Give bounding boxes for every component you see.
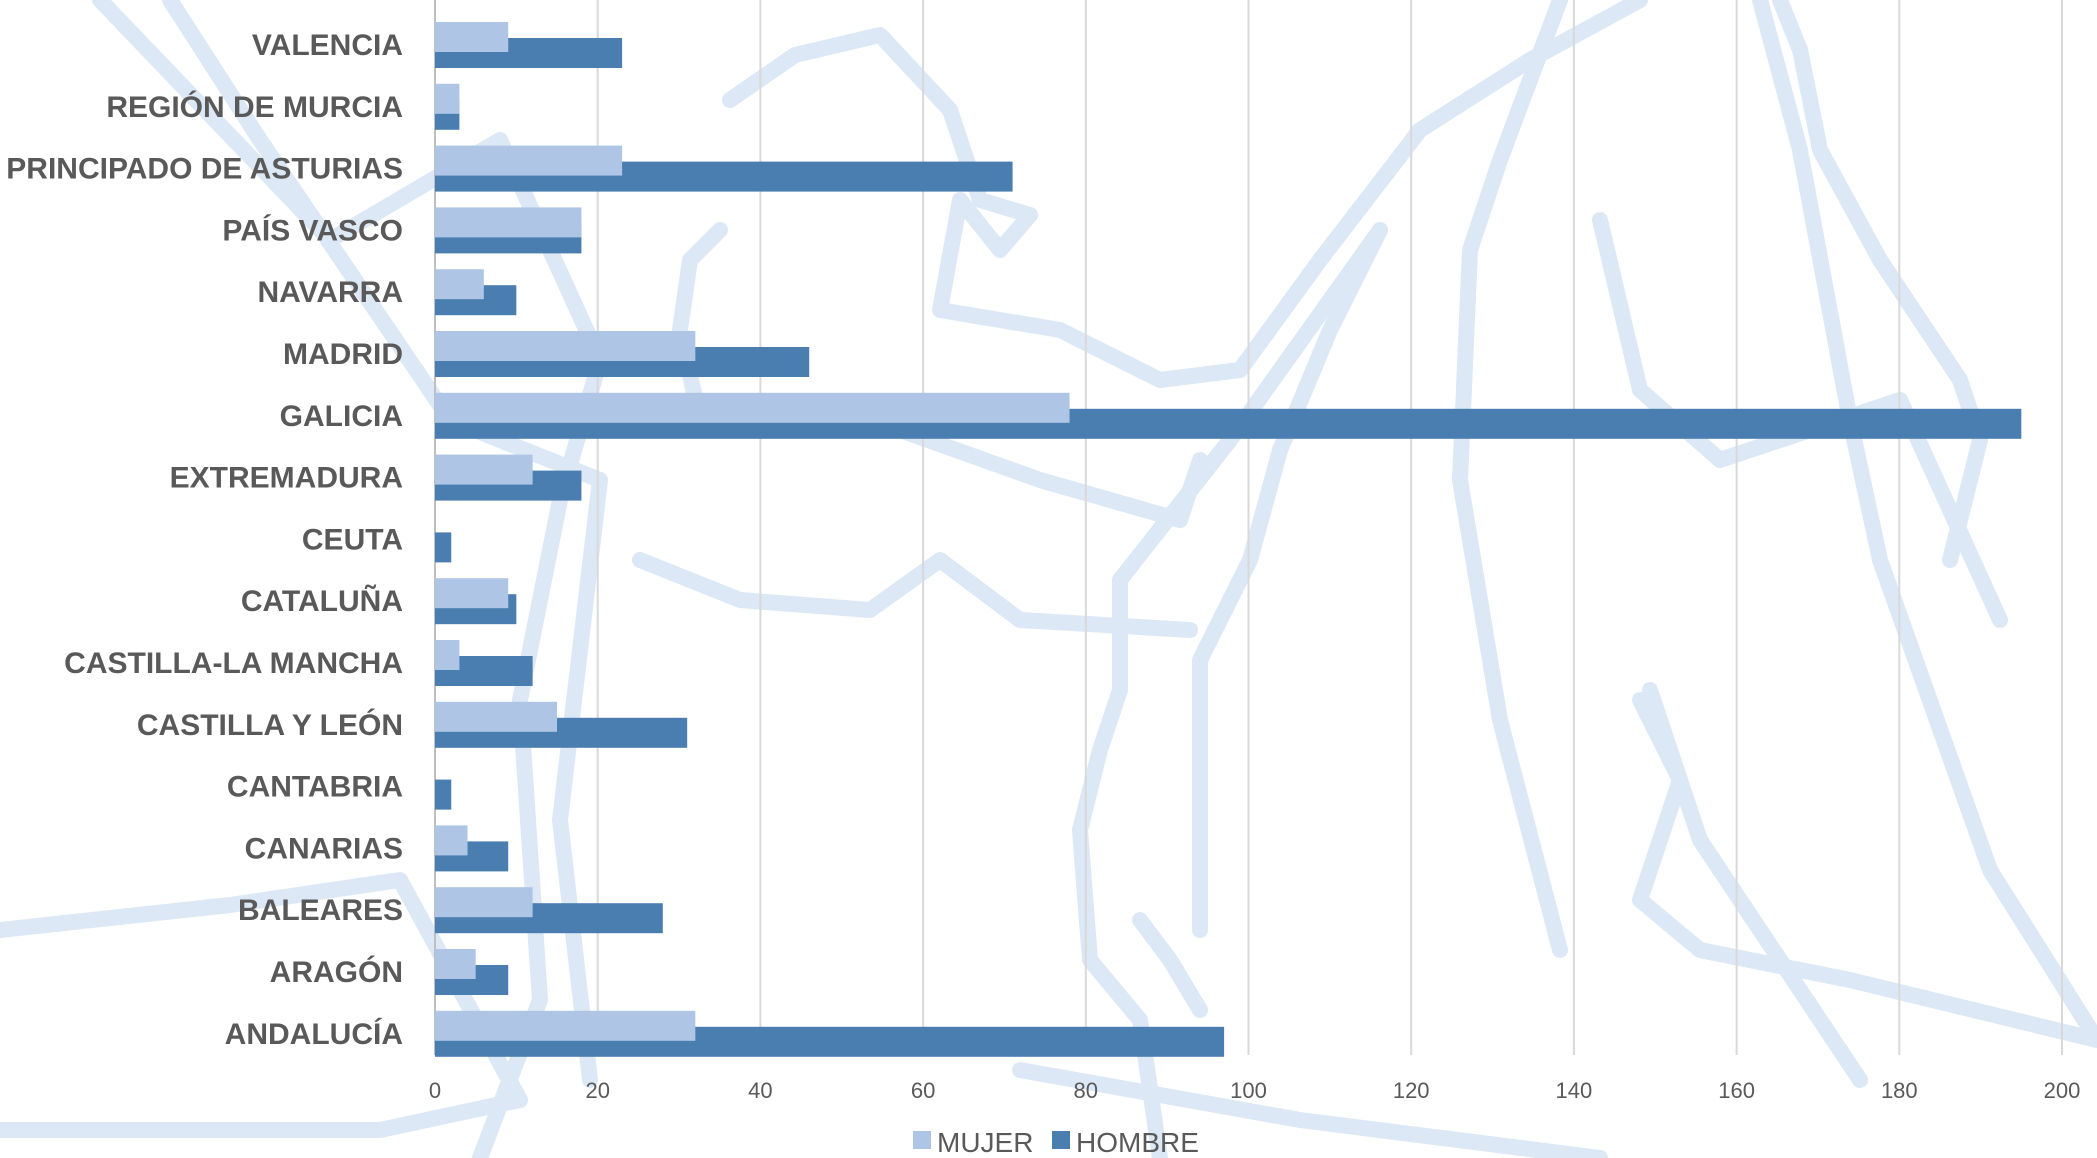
- x-tick-label: 180: [1881, 1078, 1918, 1103]
- category-label: ANDALUCÍA: [225, 1017, 403, 1051]
- category-label: CANTABRIA: [227, 771, 403, 804]
- category-label: EXTREMADURA: [170, 462, 403, 495]
- bar-mujer: [435, 701, 558, 732]
- x-tick-label: 140: [1556, 1078, 1593, 1103]
- x-tick-label: 60: [911, 1078, 935, 1103]
- bar-mujer: [435, 578, 509, 609]
- category-label: NAVARRA: [257, 276, 403, 309]
- category-label: VALENCIA: [252, 29, 403, 62]
- category-label: BALEARES: [238, 894, 403, 927]
- category-label: PRINCIPADO DE ASTURIAS: [6, 153, 403, 186]
- bar-mujer: [435, 145, 623, 176]
- x-tick-label: 0: [429, 1078, 441, 1103]
- x-tick-label: 200: [2044, 1078, 2081, 1103]
- category-label: CASTILLA-LA MANCHA: [64, 647, 403, 680]
- bar-mujer: [435, 22, 509, 52]
- category-label: ARAGÓN: [270, 955, 403, 989]
- bar-hombre: [435, 779, 452, 810]
- bar-mujer: [435, 887, 533, 918]
- bar-mujer: [435, 392, 1070, 423]
- bar-hombre: [435, 532, 452, 563]
- gridlines: [596, 0, 2063, 1055]
- bar-mujer: [435, 949, 476, 979]
- bar-mujer: [435, 1010, 696, 1041]
- legend-label: MUJER: [937, 1127, 1033, 1158]
- bar-mujer: [435, 640, 460, 670]
- x-tick-label: 160: [1718, 1078, 1755, 1103]
- x-tick-label: 20: [585, 1078, 609, 1103]
- x-tick-label: 80: [1074, 1078, 1098, 1103]
- category-label: CANARIAS: [245, 832, 403, 865]
- legend-swatch-hombre: [1052, 1131, 1070, 1149]
- category-label: MADRID: [283, 338, 403, 371]
- bar-mujer: [435, 269, 484, 300]
- legend-label: HOMBRE: [1076, 1127, 1199, 1158]
- x-axis-ticks: 0 20 40 60 80 100 120 140 160 180 200: [429, 1078, 2080, 1103]
- legend-swatch-mujer: [913, 1131, 931, 1149]
- bar-mujer: [435, 83, 460, 114]
- bar-mujer: [435, 825, 468, 856]
- category-label: PAÍS VASCO: [222, 213, 403, 247]
- category-label: REGIÓN DE MURCIA: [106, 90, 403, 124]
- x-tick-label: 100: [1230, 1078, 1267, 1103]
- category-label: CEUTA: [302, 523, 403, 556]
- bar-mujer: [435, 331, 696, 361]
- x-tick-label: 40: [748, 1078, 772, 1103]
- legend: MUJER HOMBRE: [913, 1127, 1199, 1158]
- category-label: GALICIA: [280, 400, 403, 433]
- bar-series: [435, 22, 2022, 1057]
- category-label: CATALUÑA: [241, 584, 403, 618]
- bar-mujer: [435, 207, 582, 238]
- x-tick-label: 120: [1393, 1078, 1430, 1103]
- category-labels: VALENCIA REGIÓN DE MURCIA PRINCIPADO DE AS…: [6, 29, 403, 1051]
- category-label: CASTILLA Y LEÓN: [137, 708, 403, 742]
- bar-mujer: [435, 454, 533, 485]
